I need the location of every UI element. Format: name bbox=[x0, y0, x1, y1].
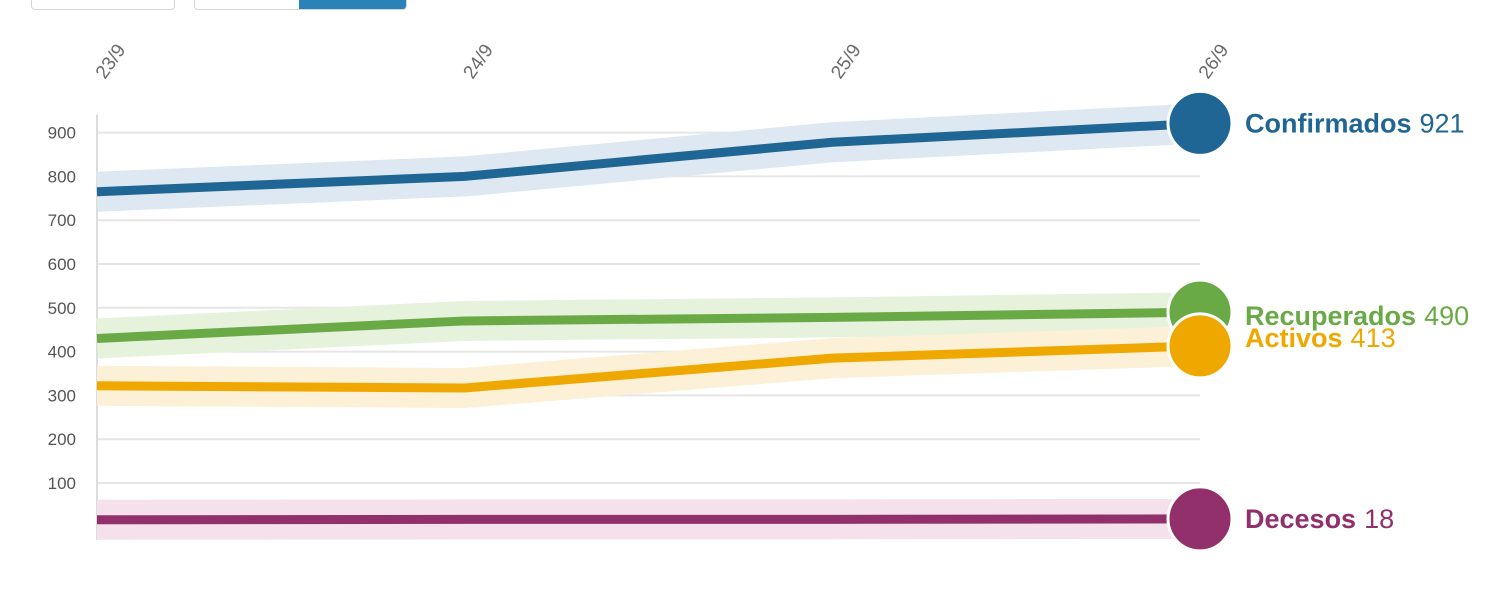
end-marker-decesos bbox=[1166, 485, 1234, 553]
toggle-option-active[interactable] bbox=[299, 0, 406, 9]
y-tick-label: 100 bbox=[48, 474, 76, 493]
series-line-activos bbox=[96, 341, 1201, 393]
series-label-recuperados: Recuperados 490 bbox=[1245, 301, 1469, 331]
toggle-button-left[interactable] bbox=[31, 0, 175, 10]
y-tick-label: 400 bbox=[48, 343, 76, 362]
series-name: Activos bbox=[1245, 323, 1343, 353]
series-value: 921 bbox=[1420, 108, 1465, 138]
y-tick-label: 200 bbox=[48, 430, 76, 449]
series-label-decesos: Decesos 18 bbox=[1245, 504, 1394, 534]
series-value: 413 bbox=[1351, 323, 1396, 353]
toggle-option-off[interactable] bbox=[195, 0, 299, 9]
y-tick-label: 700 bbox=[48, 211, 76, 230]
series-name: Confirmados bbox=[1245, 108, 1412, 138]
series-line-decesos bbox=[96, 514, 1201, 525]
series-name: Recuperados bbox=[1245, 301, 1416, 331]
end-marker-confirmados bbox=[1166, 89, 1234, 157]
toggle-group[interactable] bbox=[194, 0, 407, 10]
end-marker-activos bbox=[1166, 312, 1234, 380]
x-tick-label: 23/9 bbox=[92, 41, 130, 83]
x-tick-label: 25/9 bbox=[827, 41, 865, 83]
x-tick-label: 24/9 bbox=[460, 41, 498, 83]
y-tick-label: 800 bbox=[48, 167, 76, 186]
y-tick-label: 600 bbox=[48, 255, 76, 274]
series-line-confirmados bbox=[96, 118, 1201, 197]
y-tick-label: 500 bbox=[48, 299, 76, 318]
series-name: Decesos bbox=[1245, 504, 1356, 534]
series-value: 18 bbox=[1364, 504, 1394, 534]
series-label-activos: Activos 413 bbox=[1245, 323, 1396, 353]
series-line-recuperados bbox=[96, 307, 1201, 343]
y-tick-label: 900 bbox=[48, 124, 76, 143]
x-tick-label: 26/9 bbox=[1195, 41, 1233, 83]
series-label-confirmados: Confirmados 921 bbox=[1245, 108, 1465, 138]
y-tick-label: 300 bbox=[48, 386, 76, 405]
series-value: 490 bbox=[1424, 301, 1469, 331]
